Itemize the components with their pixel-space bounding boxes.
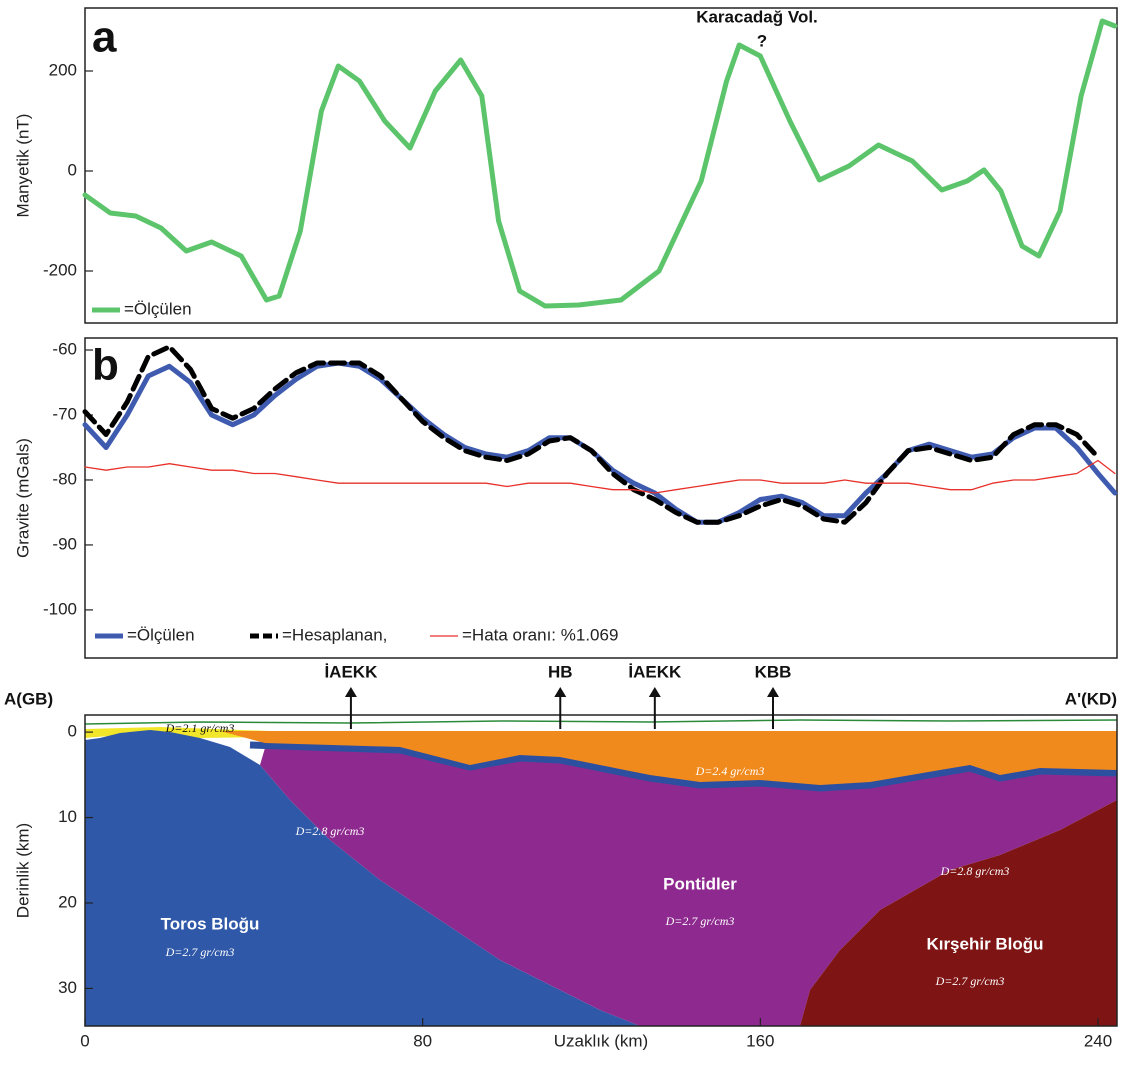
region-label: D=2.7 gr/cm3: [165, 945, 235, 959]
region-label: D=2.1 gr/cm3: [165, 721, 235, 735]
marker-label: İAEKK: [324, 662, 378, 681]
sediment-orange: [220, 731, 1117, 785]
series-line: [84, 459, 1116, 494]
marker-label: HB: [548, 662, 573, 681]
x-tick-label: 240: [1084, 1031, 1112, 1050]
y-tick-label: -100: [43, 599, 77, 618]
end-label: A'(KD): [1065, 689, 1117, 708]
marker-arrowhead: [554, 687, 567, 697]
y-tick-label: -200: [43, 260, 77, 279]
panel-frame: [84, 337, 1118, 659]
legend-label: =Ölçülen: [127, 625, 195, 644]
panel-label: b: [92, 341, 119, 390]
marker-arrowhead: [344, 687, 357, 697]
y-tick-label: 20: [58, 892, 77, 911]
y-axis-title: Manyetik (nT): [13, 114, 32, 218]
section-shapes: [84, 719, 1118, 1026]
toros-block: [85, 730, 640, 1026]
y-tick-label: -70: [52, 404, 77, 423]
y-axis-title: Derinlik (km): [13, 823, 32, 918]
y-tick-label: -80: [52, 469, 77, 488]
region-label: Kırşehir Bloğu: [926, 934, 1043, 953]
y-tick-label: 0: [68, 722, 77, 741]
kirsehir-block: [800, 800, 1117, 1026]
series-line: [82, 360, 1118, 525]
region-label: Pontidler: [663, 874, 737, 893]
x-tick-label: 0: [80, 1031, 89, 1050]
marker-arrowhead: [767, 687, 779, 697]
x-tick-label: 160: [746, 1031, 774, 1050]
topography: [84, 719, 1118, 725]
region-label: Toros Bloğu: [161, 914, 260, 933]
legend-label: =Hata oranı: %1.069: [462, 625, 618, 644]
y-tick-label: 30: [58, 978, 77, 997]
annotation: Karacadağ Vol.: [696, 7, 818, 26]
series-line: [82, 344, 1101, 525]
y-tick-label: 0: [68, 160, 77, 179]
panel-label: a: [92, 13, 117, 62]
y-axis-title: Gravite (mGals): [13, 438, 32, 558]
region-label: D=2.7 gr/cm3: [665, 914, 735, 928]
series-line: [82, 18, 1118, 309]
y-tick-label: -90: [52, 534, 77, 553]
y-tick-label: -60: [52, 340, 77, 359]
annotation: ?: [757, 31, 767, 50]
y-tick-label: 200: [49, 60, 77, 79]
panel-frame: [84, 7, 1118, 324]
end-label: A(GB): [4, 689, 53, 708]
region-label: D=2.4 gr/cm3: [695, 764, 765, 778]
region-label: D=2.7 gr/cm3: [935, 974, 1005, 988]
marker-label: İAEKK: [628, 662, 682, 681]
x-axis-title: Uzaklık (km): [554, 1031, 648, 1050]
y-tick-label: 10: [58, 807, 77, 826]
legend-label: =Hesaplanan,: [282, 625, 387, 644]
x-tick-label: 80: [413, 1031, 432, 1050]
marker-arrowhead: [648, 687, 661, 697]
legend-label: =Ölçülen: [124, 299, 192, 318]
region-label: D=2.8 gr/cm3: [295, 824, 365, 838]
region-label: D=2.8 gr/cm3: [940, 864, 1010, 878]
panel-frame: [84, 714, 1118, 1027]
marker-label: KBB: [755, 662, 792, 681]
basement-top: [249, 741, 1118, 792]
pontidler: [260, 748, 1117, 1026]
